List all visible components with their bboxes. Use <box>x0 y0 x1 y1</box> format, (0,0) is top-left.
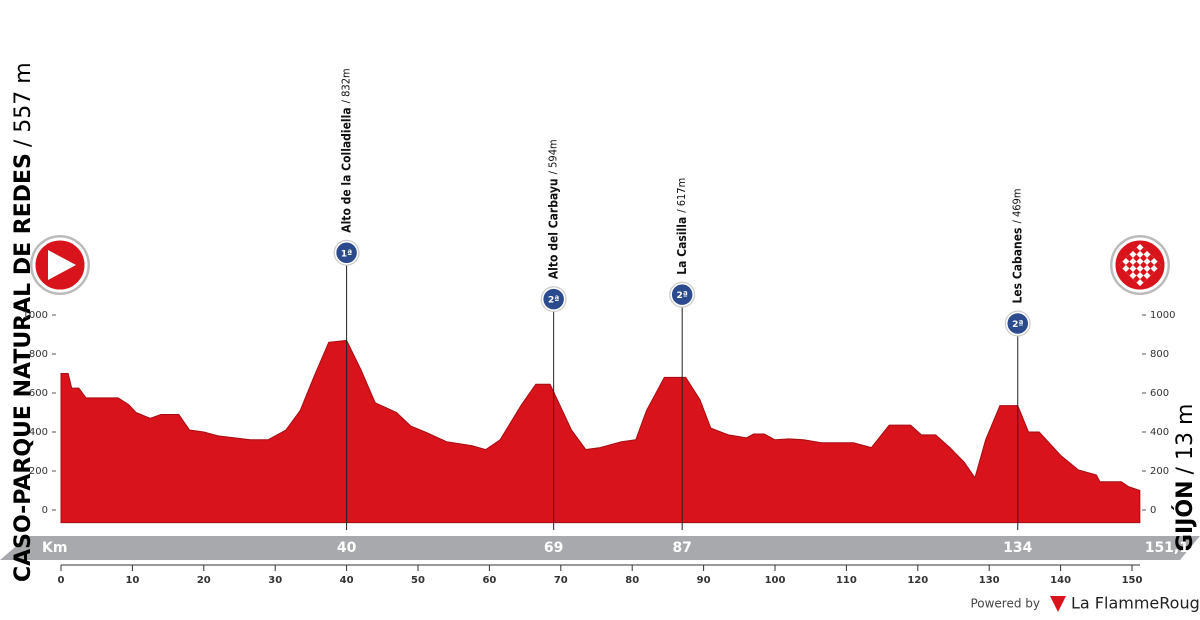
climb-icon <box>1006 311 1030 336</box>
climb-altitude: / 832m <box>340 68 353 103</box>
y-tick-label: 600 <box>29 388 48 399</box>
climb-title: Alto de la Colladiella / 832m <box>339 68 353 232</box>
y2-tick-label: 400 <box>1150 427 1169 438</box>
start-title: CASO-PARQUE NATURAL DE REDES / 557 m <box>11 62 36 582</box>
brand: La FlammeRouge <box>1071 594 1200 613</box>
climb-title: La Casilla / 617m <box>675 178 689 275</box>
x-tick-label: 100 <box>765 575 786 586</box>
x-tick-label: 0 <box>58 575 65 586</box>
finish-distance: 151,1 <box>1145 540 1189 556</box>
y-tick-label: 200 <box>29 466 48 477</box>
km-label: Km <box>42 540 67 556</box>
km-mark-label: 40 <box>337 540 357 556</box>
finish-altitude: / 13 m <box>1173 404 1198 475</box>
km-mark-label: 69 <box>544 540 563 556</box>
climb-name: Les Cabanes <box>1010 227 1024 303</box>
x-tick-label: 10 <box>125 575 139 586</box>
km-mark-label: 87 <box>672 540 691 556</box>
x-tick-label: 70 <box>554 575 568 586</box>
x-tick-label: 80 <box>625 575 639 586</box>
y-tick-label: 1000 <box>23 310 48 321</box>
y2-tick-label: 0 <box>1150 505 1156 516</box>
finish-title: GIJÓN / 13 m <box>1172 404 1198 552</box>
x-tick-label: 140 <box>1050 575 1071 586</box>
climb-name: La Casilla <box>675 217 689 275</box>
climb-category: 2ª <box>677 291 688 301</box>
climb-category: 2ª <box>548 296 559 306</box>
x-tick-label: 40 <box>340 575 354 586</box>
x-tick-label: 110 <box>836 575 857 586</box>
elevation-area <box>60 339 1141 524</box>
x-tick-label: 120 <box>907 575 928 586</box>
x-tick-label: 60 <box>482 575 496 586</box>
km-mark-label: 134 <box>1003 540 1032 556</box>
climb-category: 1ª <box>341 249 352 259</box>
powered-by: Powered by <box>970 597 1040 611</box>
x-tick-label: 50 <box>411 575 425 586</box>
credit: Powered by La FlammeRouge <box>970 594 1200 613</box>
y-tick-label: 0 <box>42 505 48 516</box>
y-tick-label: 400 <box>29 427 48 438</box>
climb-icon <box>541 287 566 311</box>
finish-icon <box>1110 235 1170 295</box>
y2-tick-label: 600 <box>1150 388 1169 399</box>
x-tick-label: 90 <box>697 575 711 586</box>
climb-category: 2ª <box>1012 320 1023 330</box>
climb-title: Alto del Carbayu / 594m <box>546 139 560 279</box>
x-tick-label: 150 <box>1122 575 1143 586</box>
y2-tick-label: 1000 <box>1150 310 1175 321</box>
y-tick-label: 800 <box>29 349 48 360</box>
climb-altitude: / 617m <box>675 178 688 213</box>
start-name: CASO-PARQUE NATURAL DE REDES <box>11 153 36 582</box>
finish-name: GIJÓN <box>1172 480 1198 552</box>
climb-title: Les Cabanes / 469m <box>1010 188 1024 303</box>
climb-name: Alto de la Colladiella <box>339 107 353 232</box>
start-altitude: / 557 m <box>11 62 36 147</box>
y2-tick-label: 800 <box>1150 349 1169 360</box>
x-tick-label: 130 <box>979 575 1000 586</box>
x-tick-label: 30 <box>268 575 282 586</box>
climb-altitude: / 594m <box>547 139 560 174</box>
climb-name: Alto del Carbayu <box>546 178 560 279</box>
start-icon <box>30 235 90 295</box>
x-tick-label: 20 <box>197 575 211 586</box>
km-bar <box>0 536 1200 560</box>
y2-tick-label: 200 <box>1150 466 1169 477</box>
climb-icon <box>670 282 694 307</box>
climb-icon <box>334 241 359 265</box>
climb-altitude: / 469m <box>1011 188 1024 223</box>
